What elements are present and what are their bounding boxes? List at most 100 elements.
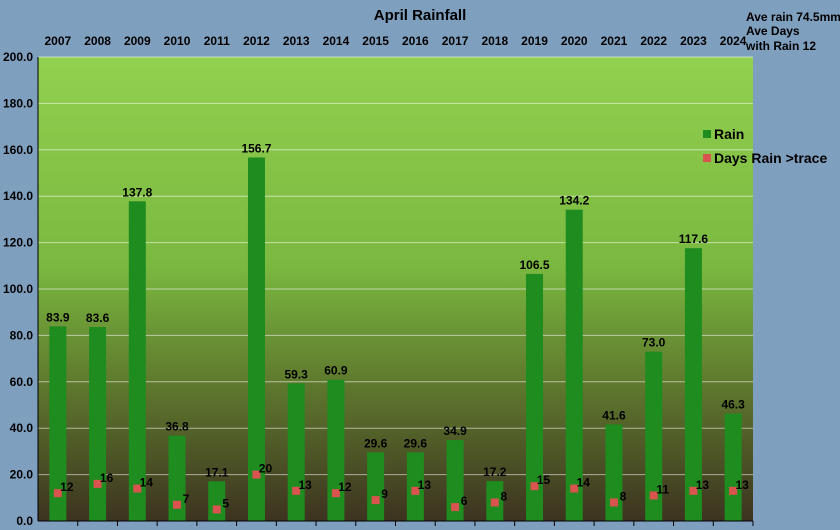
note-line-1: Ave rain 74.5mm: [746, 10, 840, 24]
days-marker: [212, 505, 221, 514]
x-tick-label: 2018: [481, 34, 508, 48]
rain-value-label: 41.6: [602, 408, 626, 422]
days-value-label: 9: [381, 487, 388, 501]
x-tick-label: 2017: [442, 34, 469, 48]
rain-bar: [208, 481, 226, 521]
legend-rain-label: Rain: [714, 126, 744, 142]
x-tick-label: 2020: [561, 34, 588, 48]
days-marker: [530, 482, 539, 491]
rain-value-label: 134.2: [559, 194, 589, 208]
x-tick-label: 2012: [243, 34, 270, 48]
days-value-label: 13: [299, 478, 313, 492]
days-value-label: 13: [735, 478, 749, 492]
days-marker: [649, 491, 658, 500]
y-tick-label: 200.0: [3, 50, 33, 64]
legend-rain-swatch: [703, 130, 711, 138]
days-marker: [490, 498, 499, 507]
days-value-label: 8: [500, 489, 507, 503]
days-marker: [173, 500, 182, 509]
x-tick-label: 2013: [283, 34, 310, 48]
days-marker: [53, 489, 62, 498]
rain-value-label: 29.6: [364, 436, 388, 450]
x-tick-label: 2024: [720, 34, 747, 48]
x-tick-label: 2011: [204, 34, 230, 48]
average-note: Ave rain 74.5mm Ave Days with Rain 12: [745, 10, 840, 53]
x-axis: 2007 2008 2009 2010 2011 2012 2013 2014 2015 2016…: [38, 34, 754, 526]
days-value-label: 12: [338, 480, 352, 494]
rain-bar: [684, 248, 702, 521]
note-line-2: Ave Days: [746, 24, 800, 38]
days-value-label: 16: [100, 471, 114, 485]
rain-value-label: 117.6: [679, 232, 709, 246]
y-tick-label: 160.0: [3, 143, 33, 157]
days-marker: [371, 496, 380, 505]
days-value-label: 8: [620, 489, 627, 503]
days-value-label: 13: [418, 478, 432, 492]
days-marker: [133, 484, 142, 493]
x-tick-label: 2010: [164, 34, 191, 48]
rain-value-label: 106.5: [520, 258, 550, 272]
rain-value-label: 36.8: [165, 420, 189, 434]
rain-bar: [724, 413, 742, 521]
days-value-label: 11: [656, 482, 669, 496]
x-tick-label: 2007: [45, 34, 72, 48]
days-marker: [331, 489, 340, 498]
rain-value-label: 59.3: [285, 367, 309, 381]
x-tick-label: 2023: [680, 34, 707, 48]
x-tick-label: 2009: [124, 34, 151, 48]
data-labels: 83.9 12 83.6 16 137.8 14 36.8 7 17.1 5 156.7 20 59.3…: [46, 141, 749, 510]
rain-bar: [287, 383, 305, 521]
days-marker: [689, 486, 698, 495]
rain-bar: [49, 326, 67, 521]
y-tick-label: 100.0: [3, 282, 33, 296]
rain-value-label: 137.8: [122, 185, 152, 199]
rain-bars: [49, 157, 742, 521]
days-value-label: 6: [461, 494, 468, 508]
days-marker: [729, 486, 738, 495]
y-tick-label: 120.0: [3, 236, 33, 250]
rain-bar: [565, 209, 583, 521]
days-value-label: 7: [183, 492, 190, 506]
days-value-label: 13: [696, 478, 710, 492]
days-marker: [252, 470, 261, 479]
y-tick-label: 0.0: [16, 514, 33, 528]
days-value-label: 20: [259, 462, 273, 476]
days-value-label: 14: [577, 476, 591, 490]
y-tick-label: 180.0: [3, 96, 33, 110]
x-tick-label: 2014: [323, 34, 350, 48]
rain-value-label: 60.9: [324, 364, 348, 378]
x-tick-label: 2021: [601, 34, 628, 48]
y-tick-label: 80.0: [10, 328, 34, 342]
days-marker: [609, 498, 618, 507]
rain-value-label: 156.7: [241, 141, 271, 155]
rain-value-label: 73.0: [642, 336, 666, 350]
rain-value-label: 46.3: [721, 398, 745, 412]
days-value-label: 14: [140, 476, 154, 490]
rain-bar: [446, 440, 464, 521]
rain-bar: [645, 351, 663, 521]
rain-bar: [327, 379, 345, 521]
chart-title: April Rainfall: [374, 7, 467, 24]
days-marker: [570, 484, 579, 493]
rain-value-label: 83.6: [86, 311, 110, 325]
gridlines: [38, 56, 753, 522]
rain-bar: [406, 452, 424, 521]
legend-days-swatch: [703, 154, 711, 162]
y-tick-label: 60.0: [10, 375, 34, 389]
y-tick-label: 40.0: [10, 421, 34, 435]
legend: Rain Days Rain >trace: [703, 126, 827, 166]
y-axis: 0.0 20.0 40.0 60.0 80.0 100.0 120.0 140.0 160.0 1…: [3, 50, 39, 528]
rain-bar: [526, 273, 544, 521]
y-tick-label: 140.0: [3, 189, 33, 203]
legend-days-label: Days Rain >trace: [714, 150, 827, 166]
note-line-3: with Rain 12: [745, 39, 816, 53]
x-tick-label: 2022: [640, 34, 667, 48]
rain-bar: [605, 424, 623, 521]
x-tick-label: 2008: [84, 34, 111, 48]
days-marker: [292, 486, 301, 495]
rain-value-label: 34.9: [443, 424, 467, 438]
rain-bar: [89, 327, 107, 521]
rain-bar: [247, 157, 265, 521]
rain-value-label: 17.2: [483, 465, 507, 479]
